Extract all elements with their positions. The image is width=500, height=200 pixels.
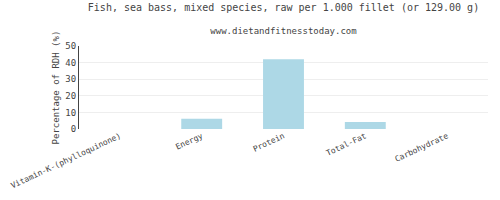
svg-text:Total-Fat: Total-Fat [325, 131, 368, 158]
svg-text:40: 40 [65, 58, 76, 68]
svg-text:Protein: Protein [252, 131, 287, 153]
svg-text:10: 10 [65, 108, 76, 118]
svg-text:www.dietandfitnesstoday.com: www.dietandfitnesstoday.com [210, 26, 356, 36]
svg-text:20: 20 [65, 91, 76, 101]
svg-text:0: 0 [71, 124, 76, 134]
svg-text:Percentage of RDH (%): Percentage of RDH (%) [51, 31, 61, 145]
svg-text:Energy: Energy [174, 131, 204, 151]
svg-text:50: 50 [65, 41, 76, 51]
svg-text:30: 30 [65, 74, 76, 84]
svg-text:Fish, sea bass, mixed species,: Fish, sea bass, mixed species, raw per 1… [88, 2, 479, 13]
svg-text:Carbohydrate: Carbohydrate [393, 131, 449, 164]
svg-text:Vitamin-K-(phylloquinone): Vitamin-K-(phylloquinone) [9, 131, 122, 190]
